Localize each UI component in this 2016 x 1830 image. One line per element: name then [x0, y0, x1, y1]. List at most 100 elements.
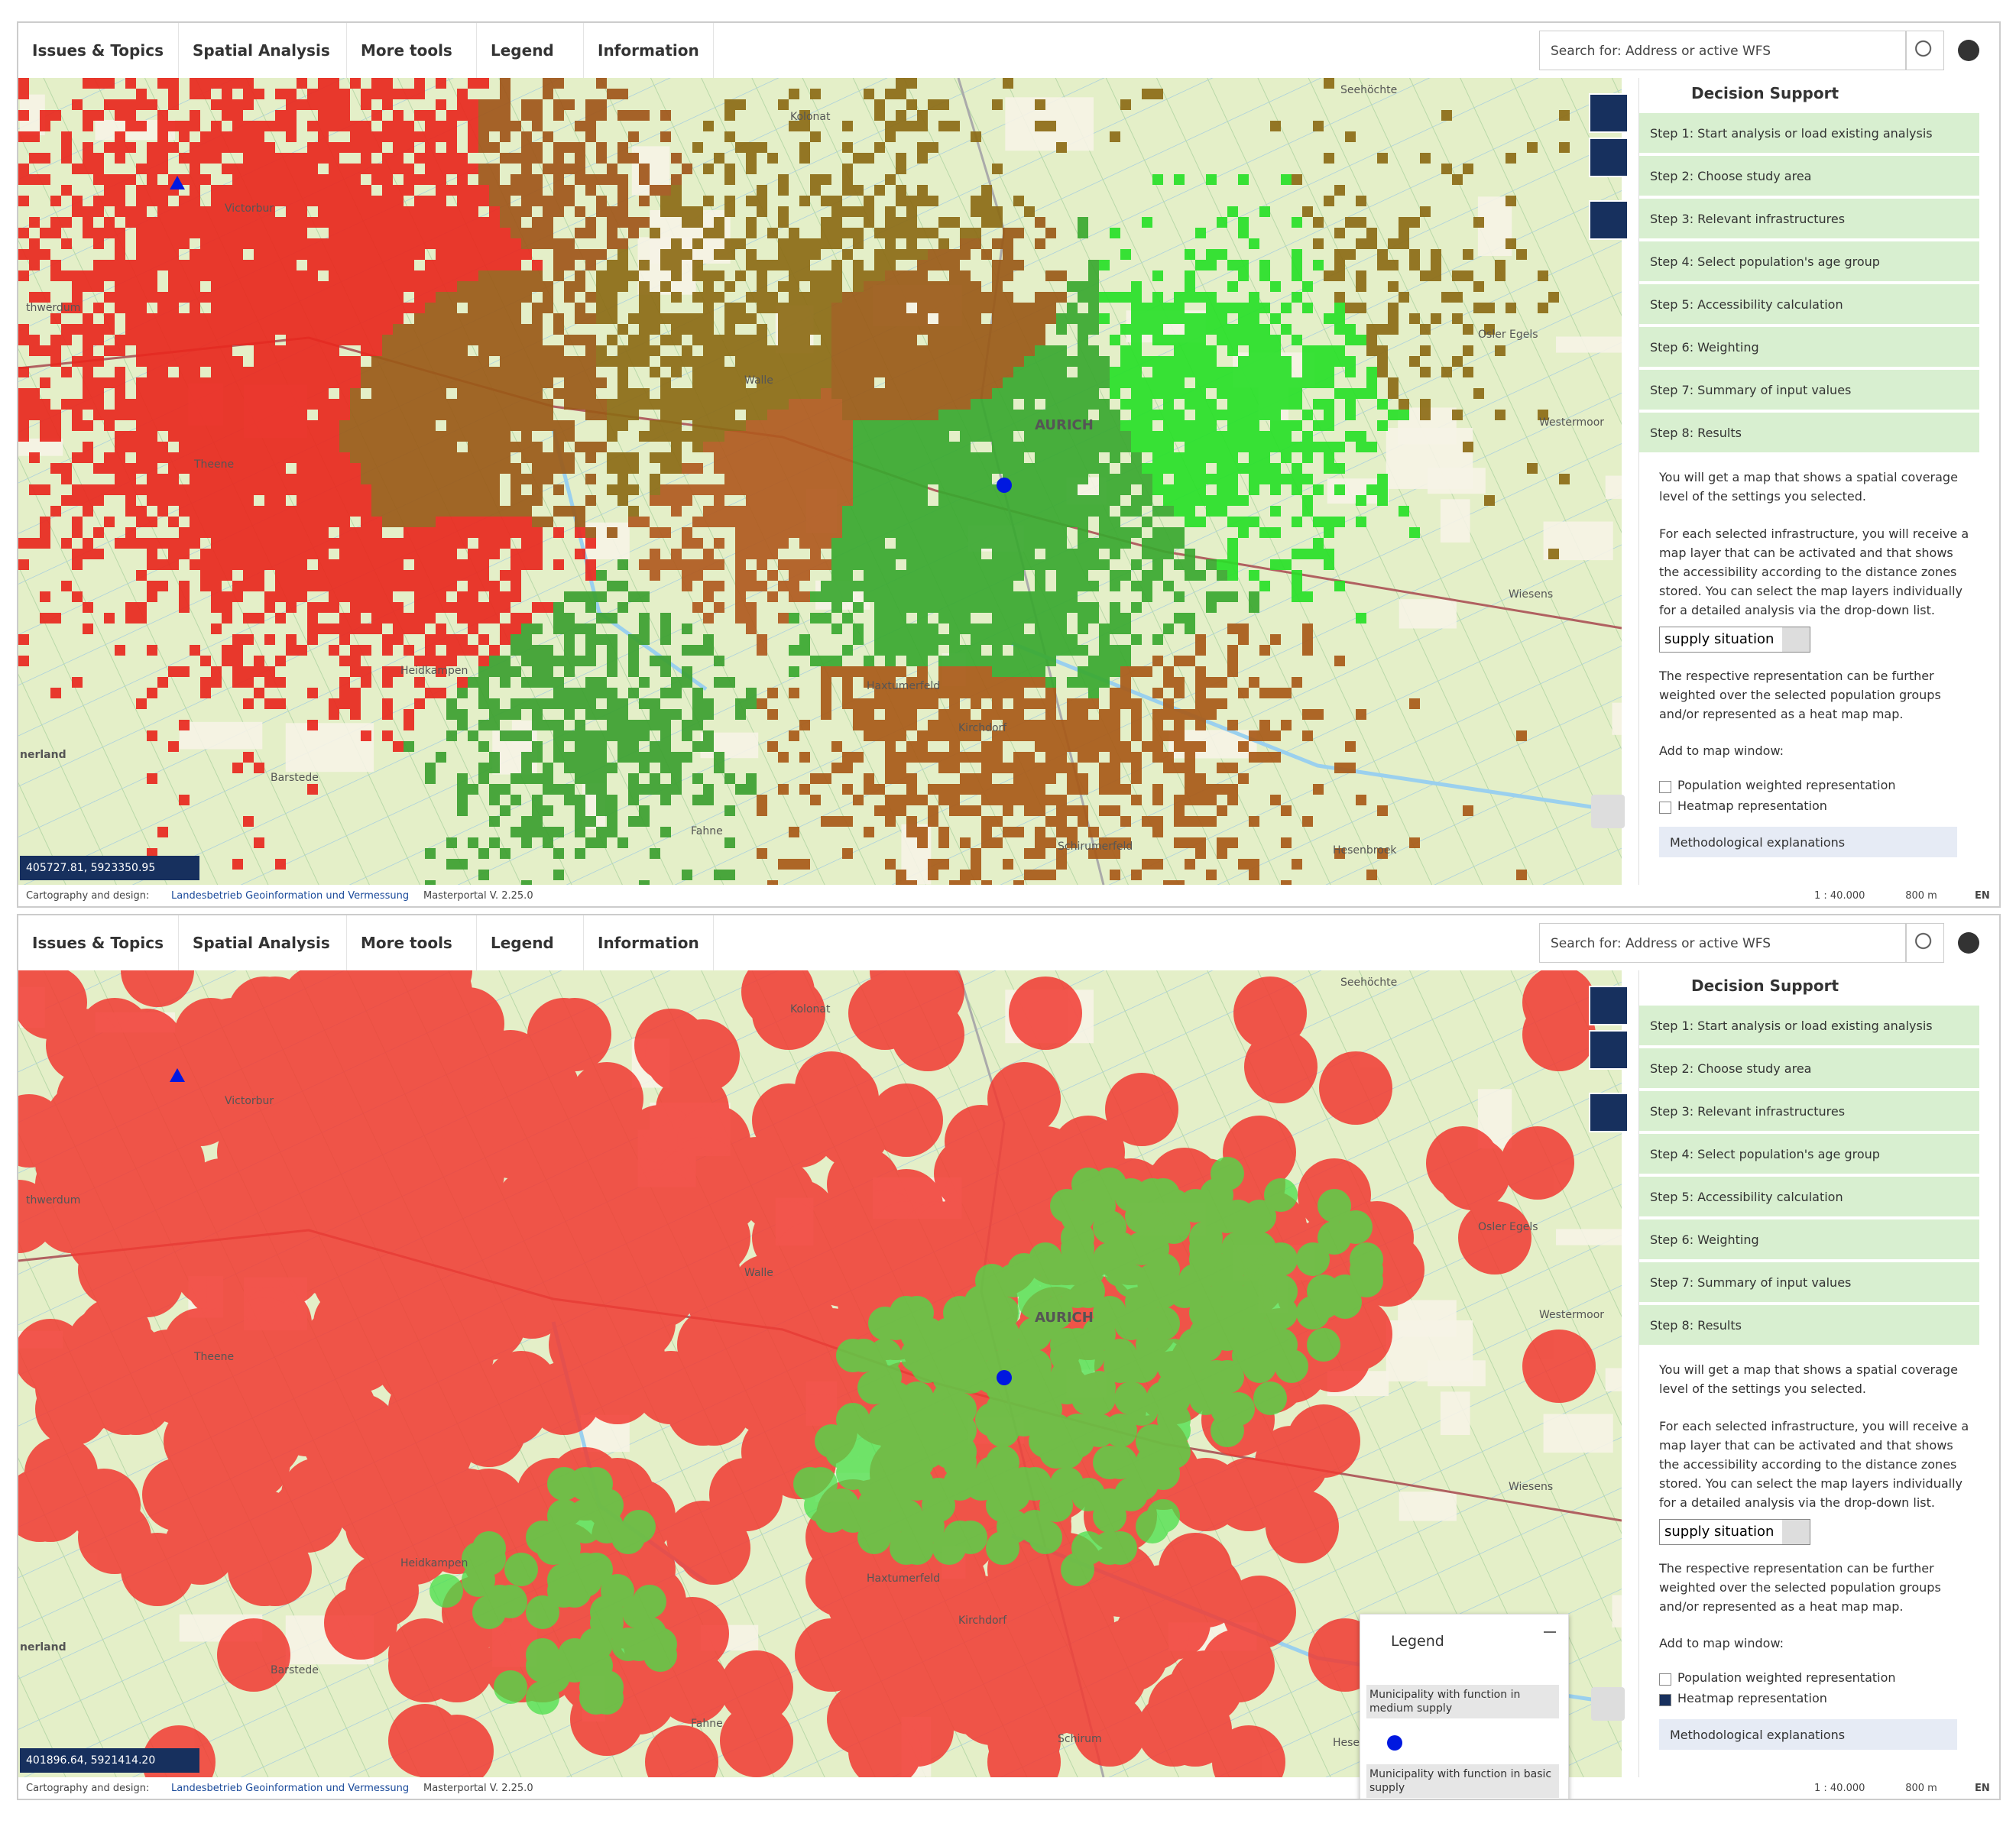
coverage-cell: [468, 249, 478, 260]
coverage-cell: [1174, 527, 1185, 538]
coverage-cell: [842, 410, 853, 420]
coverage-cell: [489, 228, 500, 238]
coverage-cell: [1313, 784, 1324, 795]
coverage-cell: [382, 377, 393, 388]
coverage-cell: [339, 410, 350, 420]
coverage-cell: [789, 367, 799, 377]
toolbar-item[interactable]: Information: [584, 23, 714, 78]
coverage-cell: [489, 784, 500, 795]
coverage-cell: [404, 484, 414, 495]
coverage-cell: [211, 581, 222, 591]
coverage-cell: [735, 356, 746, 367]
coverage-cell: [1174, 677, 1185, 688]
coverage-cell: [874, 570, 885, 581]
coverage-cell: [211, 463, 222, 474]
coverage-cell: [671, 463, 682, 474]
coverage-cell: [928, 634, 938, 645]
coverage-cell: [585, 410, 596, 420]
coverage-cell: [1420, 410, 1431, 420]
coverage-cell: [222, 196, 232, 206]
coverage-cell: [29, 345, 40, 356]
coverage-cell: [1088, 752, 1099, 763]
coverage-cell: [1452, 270, 1463, 281]
settlement: [18, 438, 63, 456]
coverage-cell: [125, 99, 136, 110]
coverage-cell: [436, 313, 446, 324]
coverage-cell: [436, 570, 446, 581]
coverage-cell: [1024, 752, 1035, 763]
coverage-cell: [1067, 730, 1078, 741]
coverage-cell: [436, 399, 446, 410]
coverage-cell: [917, 666, 928, 677]
coverage-cell: [585, 773, 596, 784]
coverage-cell: [1334, 345, 1345, 356]
coverage-cell: [200, 570, 211, 581]
coverage-cell: [500, 656, 510, 666]
coverage-cell: [874, 730, 885, 741]
coverage-cell: [1249, 463, 1259, 474]
coverage-cell: [906, 474, 917, 484]
coverage-cell: [564, 656, 575, 666]
toolbar-item[interactable]: More tools: [347, 23, 477, 78]
coverage-cell: [971, 506, 981, 517]
toolbar-item[interactable]: Legend: [477, 23, 584, 78]
coverage-cell: [168, 78, 179, 89]
coverage-cell: [1099, 709, 1110, 720]
coverage-cell: [585, 399, 596, 410]
coverage-cell: [1099, 367, 1110, 377]
coverage-cell: [478, 581, 489, 591]
coverage-cell: [478, 506, 489, 517]
coverage-cell: [789, 495, 799, 506]
coverage-cell: [232, 452, 243, 463]
coverage-cell: [896, 763, 906, 773]
coverage-cell: [211, 452, 222, 463]
coverage-cell: [1088, 463, 1099, 474]
coverage-cell: [382, 602, 393, 613]
coverage-cell: [211, 324, 222, 335]
coverage-cell: [971, 420, 981, 431]
coverage-cell: [1131, 399, 1142, 410]
coverage-cell: [821, 698, 831, 709]
coverage-cell: [232, 420, 243, 431]
coverage-cell: [906, 720, 917, 730]
search-button[interactable]: [1906, 31, 1944, 70]
coverage-cell: [329, 506, 339, 517]
coverage-cell: [1217, 698, 1227, 709]
toolbar-item[interactable]: Spatial Analysis: [179, 23, 347, 78]
coverage-cell: [746, 420, 757, 431]
coverage-cell: [650, 452, 660, 463]
coverage-cell: [917, 442, 928, 452]
coverage-cell: [831, 260, 842, 270]
coverage-cell: [917, 399, 928, 410]
coverage-cell: [1067, 506, 1078, 517]
map: SeehöchteVictorburWalleAURICHWiesensBars…: [18, 78, 1622, 885]
coverage-cell: [40, 377, 50, 388]
coverage-cell: [1366, 238, 1377, 249]
coverage-cell: [596, 688, 607, 698]
coverage-cell: [414, 377, 425, 388]
coverage-cell: [639, 313, 650, 324]
coverage-cell: [232, 313, 243, 324]
coverage-cell: [799, 517, 810, 527]
coverage-cell: [350, 570, 361, 581]
coverage-cell: [1356, 281, 1366, 292]
coverage-cell: [660, 452, 671, 463]
coverage-cell: [831, 206, 842, 217]
coverage-cell: [200, 228, 211, 238]
coverage-cell: [222, 613, 232, 623]
search-box[interactable]: Search for: Address or active WFS: [1539, 31, 1906, 70]
coverage-cell: [628, 773, 639, 784]
coverage-cell: [853, 377, 864, 388]
coverage-cell: [874, 303, 885, 313]
coverage-cell: [543, 463, 553, 474]
coverage-cell: [404, 388, 414, 399]
help-button[interactable]: [1958, 40, 1979, 61]
coverage-cell: [50, 410, 61, 420]
coverage-cell: [821, 431, 831, 442]
coverage-cell: [1056, 517, 1067, 527]
coverage-cell: [307, 292, 318, 303]
coverage-cell: [371, 292, 382, 303]
coverage-cell: [553, 452, 564, 463]
toolbar-item[interactable]: Issues & Topics: [18, 23, 179, 78]
coverage-cell: [1217, 217, 1227, 228]
